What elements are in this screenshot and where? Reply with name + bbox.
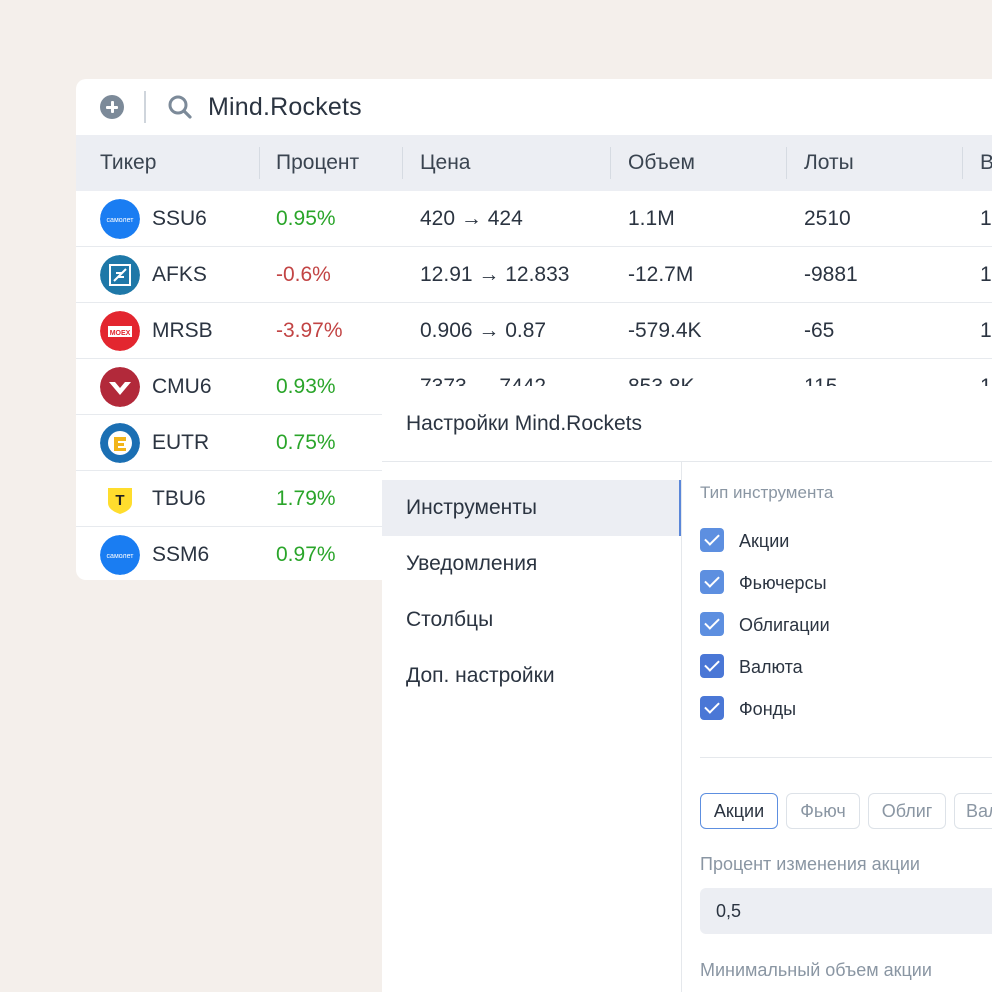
- column-header-extra[interactable]: В: [980, 151, 992, 174]
- checkbox-label: Фонды: [739, 699, 797, 719]
- samolet-logo: самолет: [100, 535, 140, 575]
- checkbox-checked-icon[interactable]: [700, 654, 724, 678]
- price-cell: 12.91 → 12.833: [420, 263, 570, 286]
- ticker-cell: AFKS: [152, 263, 207, 286]
- divider: [681, 462, 682, 992]
- column-divider: [402, 147, 403, 179]
- tbank-logo: T: [100, 479, 140, 519]
- chip-bonds[interactable]: Облиг: [868, 793, 946, 829]
- column-divider: [259, 147, 260, 179]
- sistema-logo: [100, 255, 140, 295]
- percent-change-input[interactable]: [700, 888, 992, 934]
- logo-text: T: [115, 492, 124, 509]
- toolbar-divider: [144, 91, 146, 123]
- volume-cell: 1.1M: [628, 207, 675, 230]
- checkbox-label: Фьючерсы: [739, 573, 827, 593]
- divider: [382, 461, 992, 462]
- plus-circle-icon[interactable]: [100, 95, 124, 119]
- column-header-lots[interactable]: Лоты: [804, 151, 854, 174]
- extra-cell: 1: [980, 207, 992, 230]
- percent-cell: 0.75%: [276, 431, 336, 454]
- logo-text: самолет: [107, 217, 135, 224]
- table-row[interactable]: AFKS -0.6% 12.91 → 12.833 -12.7M -9881 1: [76, 247, 992, 303]
- price-cell: 0.906 → 0.87: [420, 319, 547, 342]
- search-icon[interactable]: [167, 94, 193, 120]
- checkbox-checked-icon[interactable]: [700, 570, 724, 594]
- checkbox-label: Валюта: [739, 657, 803, 677]
- ticker-cell: CMU6: [152, 375, 212, 398]
- app-title: Mind.Rockets: [208, 93, 362, 121]
- lots-cell: -9881: [804, 263, 858, 286]
- divider: [700, 757, 992, 758]
- toolbar: Mind.Rockets: [76, 79, 992, 135]
- nav-item-notifications[interactable]: Уведомления: [406, 552, 538, 575]
- lots-cell: -65: [804, 319, 835, 342]
- ticker-cell: EUTR: [152, 431, 210, 454]
- percent-cell: 0.93%: [276, 375, 336, 398]
- percent-cell: -3.97%: [276, 319, 343, 342]
- extra-cell: 1: [980, 319, 992, 342]
- checkbox-checked-icon[interactable]: [700, 696, 724, 720]
- volume-cell: -12.7M: [628, 263, 694, 286]
- percent-cell: 0.95%: [276, 207, 336, 230]
- logo-text: MOEX: [110, 330, 131, 337]
- column-header-price[interactable]: Цена: [420, 151, 471, 174]
- table-row[interactable]: MOEX MRSB -3.97% 0.906 → 0.87 -579.4K -6…: [76, 303, 992, 359]
- checkbox-label: Облигации: [739, 615, 830, 635]
- instrument-type-label: Тип инструмента: [700, 483, 834, 502]
- sovcombank-logo: [100, 367, 140, 407]
- chip-futures[interactable]: Фьюч: [786, 793, 860, 829]
- eurotrans-logo: [100, 423, 140, 463]
- moex-logo: MOEX: [100, 311, 140, 351]
- price-cell: 420 → 424: [420, 207, 523, 230]
- volume-cell: -579.4K: [628, 319, 702, 342]
- percent-cell: -0.6%: [276, 263, 331, 286]
- table-row[interactable]: самолет SSM6 0.97%: [76, 527, 992, 580]
- percent-cell: 0.97%: [276, 543, 336, 566]
- column-header-ticker[interactable]: Тикер: [100, 151, 157, 174]
- ticker-cell: TBU6: [152, 487, 206, 510]
- table-header: Тикер Процент Цена Объем Лоты В: [76, 135, 992, 191]
- percent-cell: 1.79%: [276, 487, 336, 510]
- percent-change-label: Процент изменения акции: [700, 854, 920, 874]
- extra-cell: 1: [980, 263, 992, 286]
- table-row[interactable]: самолет SSU6 0.95% 420 → 424 1.1M 2510 1: [76, 191, 992, 247]
- column-header-percent[interactable]: Процент: [276, 151, 360, 174]
- logo-text: самолет: [107, 553, 135, 560]
- nav-item-instruments[interactable]: Инструменты: [382, 480, 681, 536]
- ticker-cell: MRSB: [152, 319, 213, 342]
- column-divider: [962, 147, 963, 179]
- checkbox-checked-icon[interactable]: [700, 528, 724, 552]
- chip-stocks[interactable]: Акции: [700, 793, 778, 829]
- chip-currency[interactable]: Вал: [954, 793, 992, 829]
- lots-cell: 2510: [804, 207, 851, 230]
- ticker-cell: SSU6: [152, 207, 207, 230]
- samolet-logo: самолет: [100, 199, 140, 239]
- column-header-volume[interactable]: Объем: [628, 151, 695, 174]
- ticker-cell: SSM6: [152, 543, 210, 566]
- settings-panel: Настройки Mind.Rockets Инструменты Уведо…: [382, 386, 992, 992]
- min-volume-label: Минимальный объем акции: [700, 960, 932, 980]
- nav-item-extra-settings[interactable]: Доп. настройки: [406, 664, 555, 687]
- nav-item-columns[interactable]: Столбцы: [406, 608, 494, 631]
- column-divider: [786, 147, 787, 179]
- table-row[interactable]: EUTR 0.75%: [76, 415, 992, 471]
- checkbox-checked-icon[interactable]: [700, 612, 724, 636]
- checkbox-label: Акции: [739, 531, 790, 551]
- column-divider: [610, 147, 611, 179]
- settings-title: Настройки Mind.Rockets: [406, 412, 643, 435]
